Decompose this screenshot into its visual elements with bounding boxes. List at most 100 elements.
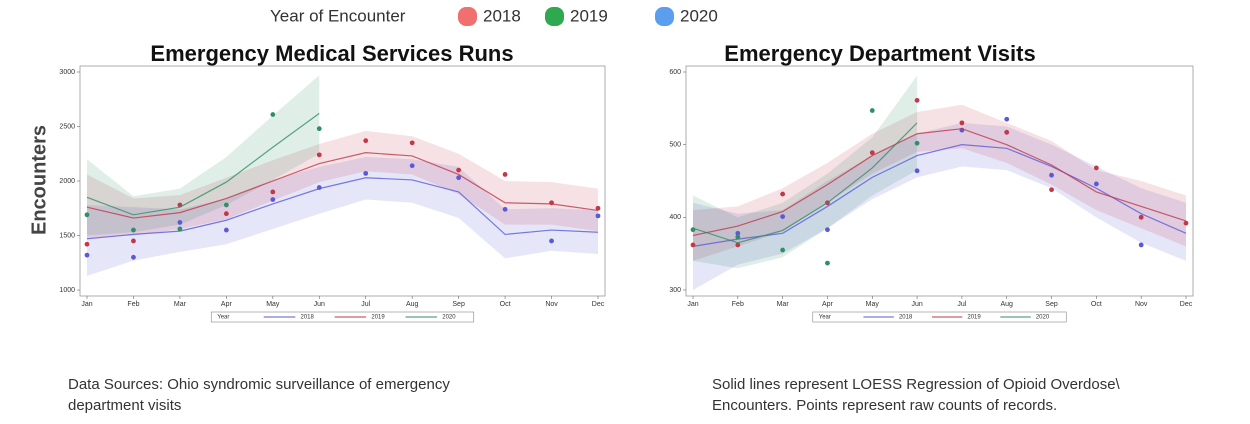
x-tick-label: Sep [1045, 301, 1058, 308]
data-point [316, 185, 322, 190]
inner-legend-title: Year [217, 315, 229, 321]
y-tick-label: 1500 [59, 232, 75, 239]
y-tick-label: 2000 [59, 178, 75, 185]
note: Data Sources: Ohio syndromic surveillanc… [68, 376, 450, 393]
data-point [1093, 165, 1099, 171]
x-tick-label: Feb [732, 301, 744, 308]
inner-legend-label: 2018 [899, 315, 913, 321]
loess-line [692, 144, 1187, 247]
data-point [316, 152, 322, 158]
inner-legend-label: 2020 [1036, 315, 1050, 321]
legend-swatch [545, 7, 564, 26]
y-tick-label: 300 [669, 287, 681, 294]
data-point [735, 242, 741, 248]
x-tick-label: Jan [687, 301, 698, 308]
y-tick-label: 2500 [59, 123, 75, 130]
confidence-band [693, 75, 918, 269]
data-point [595, 213, 601, 219]
plot-frame [79, 65, 606, 297]
data-point [131, 254, 136, 260]
x-tick-label: Sep [452, 301, 465, 308]
chart-title: Emergency Department Visits [724, 41, 1035, 66]
data-point [84, 212, 90, 218]
x-tick-label: Aug [1000, 301, 1013, 308]
confidence-band [87, 75, 320, 236]
y-tick-label: 600 [669, 69, 681, 76]
data-point [223, 227, 229, 233]
x-tick-label: Jul [361, 301, 370, 308]
y-tick-label: 500 [669, 142, 681, 149]
data-point [1004, 129, 1010, 135]
data-point [914, 140, 920, 146]
inner-legend-label: 2019 [967, 315, 981, 321]
chart-title: Emergency Medical Services Runs [150, 41, 513, 66]
data-point [735, 234, 741, 240]
x-tick-label: Dec [592, 301, 605, 308]
data-point [1183, 220, 1189, 226]
data-point [1138, 214, 1144, 220]
legend-label: 2018 [483, 6, 521, 25]
x-tick-label: Apr [822, 301, 834, 308]
data-point [1004, 116, 1010, 122]
data-point [84, 252, 90, 258]
data-point [270, 197, 276, 202]
x-tick-label: May [866, 301, 880, 308]
data-point [825, 260, 830, 266]
loess-line [692, 128, 1187, 237]
inner-legend-label: 2020 [442, 315, 456, 321]
x-tick-label: Jul [957, 301, 966, 308]
note: department visits [68, 397, 181, 414]
loess-line [86, 152, 599, 219]
data-point [409, 140, 415, 146]
data-point [363, 170, 369, 176]
data-point [270, 189, 276, 195]
data-point [780, 191, 786, 197]
data-point [690, 242, 696, 248]
x-tick-label: Jun [911, 301, 922, 308]
data-point [690, 227, 696, 233]
x-tick-label: Oct [1091, 301, 1102, 308]
y-tick-label: 400 [669, 214, 681, 221]
x-tick-label: Nov [545, 301, 558, 308]
loess-line [692, 122, 918, 244]
x-tick-label: Dec [1180, 301, 1193, 308]
data-point [270, 112, 276, 117]
data-point [825, 227, 830, 233]
note: Solid lines represent LOESS Regression o… [712, 376, 1121, 393]
data-point [914, 97, 920, 103]
confidence-band [693, 104, 1186, 261]
data-point [223, 202, 229, 208]
inner-legend-label: 2019 [371, 315, 385, 321]
x-tick-label: Mar [777, 301, 790, 308]
data-point [1049, 187, 1054, 193]
plot-frame [685, 65, 1194, 297]
data-point [959, 120, 965, 126]
data-point [549, 200, 554, 206]
data-point [1138, 242, 1144, 248]
note: Encounters. Points represent raw counts … [712, 397, 1057, 414]
data-point [735, 230, 741, 236]
data-point [780, 247, 786, 253]
data-point [177, 220, 183, 225]
x-tick-label: May [266, 301, 280, 308]
data-point [316, 126, 322, 132]
x-tick-label: Mar [174, 301, 187, 308]
data-point [780, 214, 786, 220]
data-point [869, 150, 875, 156]
data-point [595, 205, 601, 211]
data-point [84, 241, 90, 247]
confidence-band [87, 157, 598, 276]
x-tick-label: Aug [406, 301, 419, 308]
data-point [914, 168, 920, 174]
confidence-band [693, 122, 1186, 290]
y-axis-label: Encounters [28, 125, 50, 235]
legend-swatch [458, 7, 477, 26]
data-point [363, 138, 369, 144]
data-point [1093, 181, 1099, 187]
data-point [131, 227, 136, 233]
data-point [456, 175, 462, 181]
data-point [502, 206, 508, 212]
data-point [456, 167, 462, 173]
x-tick-label: Oct [500, 301, 511, 308]
data-point [177, 226, 183, 232]
